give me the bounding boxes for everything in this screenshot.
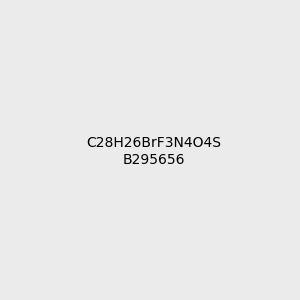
Text: C28H26BrF3N4O4S
B295656: C28H26BrF3N4O4S B295656 (86, 136, 221, 166)
